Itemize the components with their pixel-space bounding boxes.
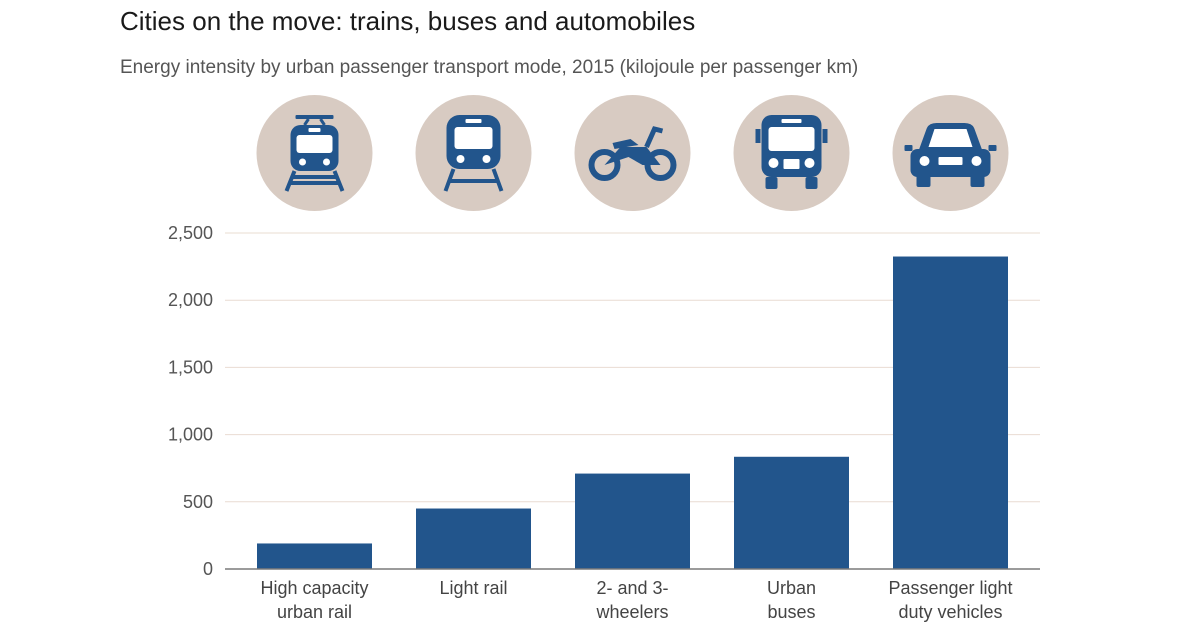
y-tick-label: 2,000 [168, 290, 213, 310]
bus-icon [755, 115, 828, 189]
x-tick-label: High capacity [260, 578, 368, 598]
x-tick-label: Passenger light [888, 578, 1012, 598]
x-tick-label: urban rail [277, 602, 352, 622]
train-icon [443, 115, 504, 192]
x-tick-label: wheelers [595, 602, 668, 622]
chart-title: Cities on the move: trains, buses and au… [120, 6, 696, 36]
y-tick-label: 500 [183, 492, 213, 512]
x-tick-label: buses [767, 602, 815, 622]
tram-icon [284, 115, 345, 192]
chart-subtitle: Energy intensity by urban passenger tran… [120, 57, 859, 78]
y-tick-label: 0 [203, 559, 213, 579]
motorcycle-icon [588, 126, 677, 181]
bar [893, 256, 1008, 569]
car-icon [904, 123, 997, 187]
bar [416, 508, 531, 569]
y-tick-label: 1,000 [168, 425, 213, 445]
x-tick-label: Urban [767, 578, 816, 598]
bar [734, 456, 849, 569]
y-tick-label: 2,500 [168, 223, 213, 243]
bar [257, 543, 372, 569]
x-tick-label: 2- and 3- [596, 578, 668, 598]
y-tick-label: 1,500 [168, 357, 213, 377]
x-tick-label: duty vehicles [898, 602, 1002, 622]
x-tick-label: Light rail [439, 578, 507, 598]
bar [575, 473, 690, 569]
